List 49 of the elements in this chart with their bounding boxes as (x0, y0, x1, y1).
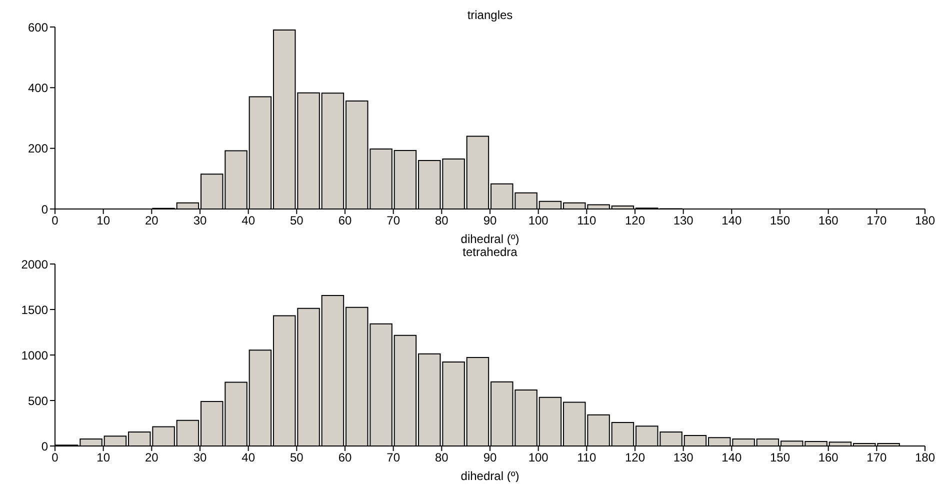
x-tick-label: 30 (193, 214, 207, 228)
x-tick-label: 180 (914, 450, 936, 465)
y-tick-label: 500 (28, 394, 48, 408)
chart-title: triangles (466, 8, 514, 23)
x-tick-label: 50 (290, 214, 304, 228)
x-tick-label: 80 (434, 214, 449, 228)
x-tick-label: 90 (483, 450, 497, 465)
x-tick-label: 180 (914, 214, 936, 228)
x-tick-label: 120 (624, 214, 646, 228)
y-tick-label: 0 (41, 202, 48, 216)
x-tick-label: 130 (673, 450, 694, 465)
x-tick-label: 20 (144, 214, 159, 228)
y-tick-label: 1000 (21, 348, 48, 362)
x-tick-label: 150 (770, 214, 790, 228)
x-tick-label: 160 (818, 214, 839, 228)
x-tick-label: 70 (386, 214, 400, 228)
x-tick-label: 120 (624, 450, 646, 465)
x-tick-label: 130 (673, 214, 694, 228)
x-tick-label: 0 (52, 450, 59, 465)
x-tick-label: 100 (528, 214, 549, 228)
x-tick-label: 30 (193, 450, 207, 465)
x-tick-label: 140 (722, 214, 742, 228)
y-tick-label: 600 (28, 20, 48, 34)
y-tick-label: 0 (41, 439, 48, 454)
x-tick-label: 20 (144, 450, 159, 465)
x-tick-label: 10 (96, 450, 110, 465)
y-tick-label: 400 (28, 80, 48, 95)
x-tick-label: 90 (483, 214, 497, 228)
x-tick-label: 70 (386, 450, 400, 465)
x-tick-label: 170 (866, 450, 887, 465)
chart-title: tetrahedra (462, 245, 518, 260)
x-tick-label: 100 (528, 450, 549, 465)
x-tick-label: 50 (290, 450, 304, 465)
x-tick-label: 110 (577, 214, 597, 228)
x-tick-label: 110 (577, 450, 597, 465)
x-tick-label: 40 (242, 450, 256, 465)
x-tick-label: 40 (242, 214, 256, 228)
x-tick-label: 80 (434, 450, 449, 465)
x-tick-label: 60 (338, 214, 352, 228)
y-tick-label: 2000 (21, 257, 48, 272)
x-tick-label: 160 (818, 450, 839, 465)
x-tick-label: 170 (866, 214, 887, 228)
x-tick-label: 10 (96, 214, 110, 228)
x-tick-label: 140 (722, 450, 742, 465)
x-tick-label: 60 (338, 450, 352, 465)
x-tick-label: 0 (52, 214, 59, 228)
x-tick-label: 150 (770, 450, 790, 465)
y-tick-label: 1500 (21, 302, 48, 317)
y-tick-label: 200 (28, 142, 48, 156)
